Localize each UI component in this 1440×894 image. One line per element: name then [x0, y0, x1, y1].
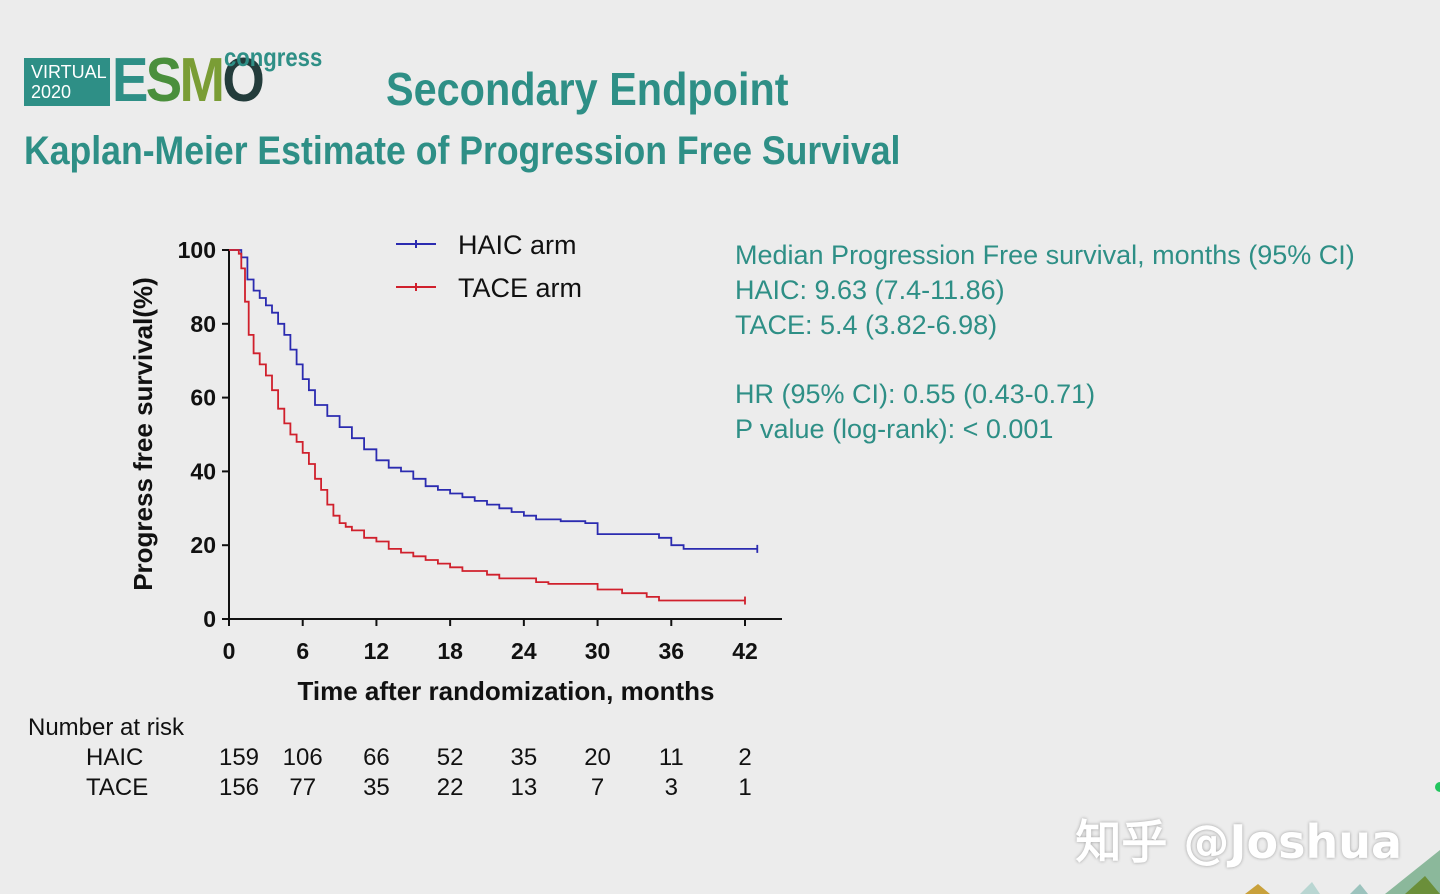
risk-row-label-tace: TACE [86, 774, 149, 801]
stats-haic-median: HAIC: 9.63 (7.4-11.86) [735, 275, 1005, 305]
esmo-letter-e: E [112, 46, 148, 115]
y-axis-title: Progress free survival(%) [128, 277, 158, 591]
risk-cell-haic: 11 [658, 744, 684, 771]
km-curve-haic-arm [229, 249, 758, 550]
risk-cell-tace: 35 [363, 774, 390, 801]
risk-cell-haic: 20 [584, 744, 611, 771]
y-tick-label: 20 [190, 532, 216, 558]
esmo-letter-s: S [145, 46, 182, 115]
deco-triangle-gold [1245, 884, 1270, 894]
esmo-wordmark: ESMO [112, 50, 265, 112]
risk-cell-tace: 22 [436, 774, 464, 801]
x-tick-label: 36 [658, 638, 684, 664]
risk-cell-haic: 35 [510, 744, 538, 771]
deco-triangle-teal [1300, 882, 1320, 894]
risk-cell-tace: 77 [289, 774, 317, 801]
zhihu-watermark: 知乎 @Joshua [1075, 815, 1402, 869]
virtual-label: VIRTUAL [31, 62, 107, 82]
y-tick-label: 100 [178, 237, 216, 263]
page-subtitle: Kaplan-Meier Estimate of Progression Fre… [24, 129, 901, 173]
risk-cell-haic: 2 [738, 744, 752, 771]
legend-label-tace: TACE arm [458, 273, 582, 303]
risk-cell-tace: 156 [218, 774, 260, 801]
stats-hazard-ratio: HR (95% CI): 0.55 (0.43-0.71) [735, 379, 1096, 409]
x-tick-label: 24 [511, 638, 537, 664]
chart-legend: HAIC arm TACE arm [396, 230, 582, 303]
deco-triangle-light [1350, 884, 1368, 894]
y-tick-label: 0 [203, 606, 216, 632]
x-tick-label: 18 [437, 638, 463, 664]
x-tick-label: 12 [364, 638, 390, 664]
deco-green-dot [1435, 782, 1440, 792]
risk-cell-haic: 159 [218, 744, 260, 771]
chart-curves [229, 249, 759, 605]
esmo-letter-m: M [179, 46, 225, 115]
deco-triangle-olive [1405, 876, 1440, 894]
y-tick-label: 80 [190, 311, 216, 337]
x-tick-label: 6 [296, 638, 309, 664]
x-tick-label: 0 [223, 638, 236, 664]
esmo-letter-o: O [222, 46, 264, 115]
risk-row-label-haic: HAIC [86, 744, 144, 771]
stats-heading: Median Progression Free survival, months… [735, 240, 1355, 270]
x-axis-title: Time after randomization, months [297, 676, 714, 706]
congress-label: congress [224, 42, 323, 72]
page-title: Secondary Endpoint [386, 63, 789, 115]
y-tick-label: 40 [190, 458, 216, 484]
risk-cell-tace: 13 [510, 774, 538, 801]
virtual-2020-badge: VIRTUAL 2020 [24, 58, 110, 106]
risk-cell-tace: 3 [664, 774, 678, 801]
risk-cell-haic: 52 [436, 744, 464, 771]
risk-cell-haic: 106 [282, 744, 323, 771]
risk-table-title: Number at risk [28, 714, 185, 741]
year-label: 2020 [31, 82, 72, 102]
stats-tace-median: TACE: 5.4 (3.82-6.98) [735, 310, 998, 340]
chart-axes [228, 250, 782, 620]
y-tick-label: 60 [190, 385, 216, 411]
risk-cell-haic: 66 [363, 744, 390, 771]
x-tick-label: 42 [732, 638, 758, 664]
x-tick-label: 30 [585, 638, 611, 664]
risk-cell-tace: 1 [738, 774, 752, 801]
stats-p-value: P value (log-rank): < 0.001 [735, 414, 1054, 444]
chart-ticks: 0 6 12 18 24 30 36 42 0 20 40 60 80 100 [178, 237, 758, 664]
risk-cell-tace: 7 [590, 774, 605, 801]
pfs-stats: Median Progression Free survival, months… [735, 238, 1355, 447]
esmo-logo: VIRTUAL 2020 ESMO congress [24, 42, 334, 112]
legend-label-haic: HAIC arm [458, 230, 577, 260]
km-curve-tace-arm [229, 249, 745, 602]
